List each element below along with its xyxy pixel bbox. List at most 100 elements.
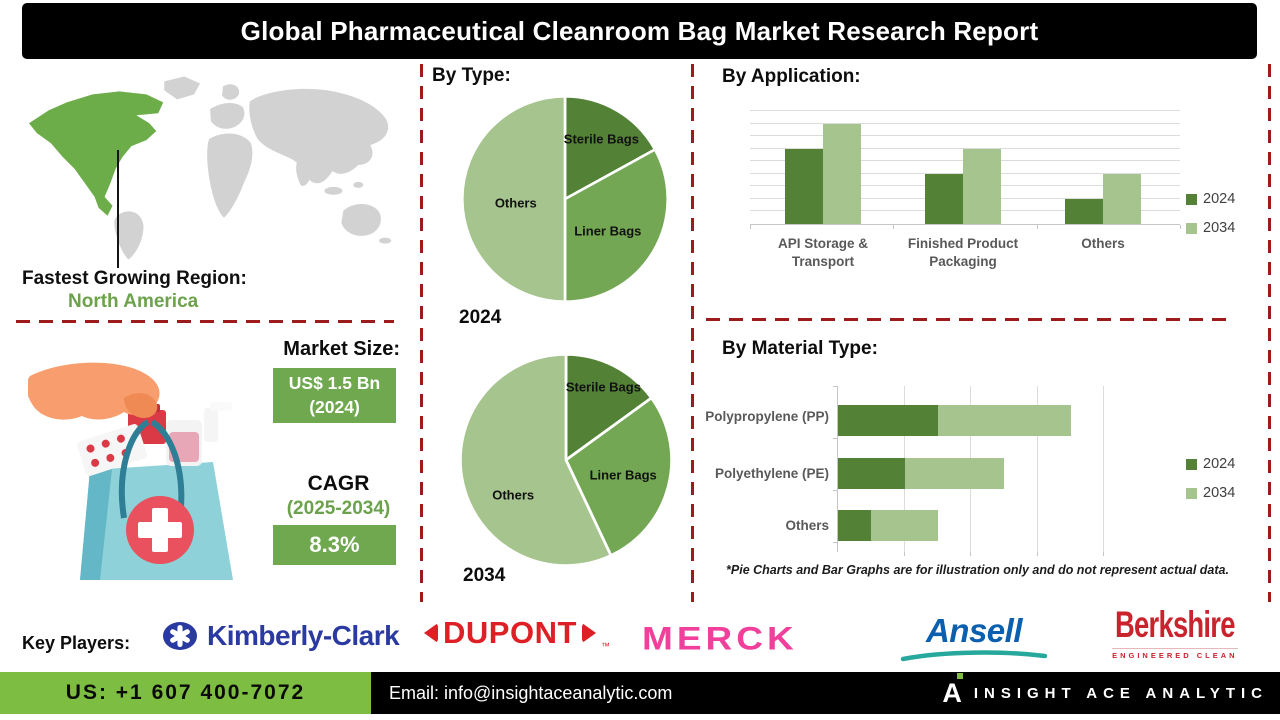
by-application-title: By Application: bbox=[722, 66, 861, 87]
legend-label-2034: 2034 bbox=[1203, 485, 1236, 501]
category-label: Finished Product Packaging bbox=[907, 236, 1019, 270]
legend-item-2024: 2024 bbox=[1186, 191, 1235, 207]
application-legend: 2024 2034 bbox=[1186, 191, 1235, 236]
insight-ace-brand-name: INSIGHT ACE ANALYTIC bbox=[973, 684, 1268, 702]
logo-merck: MERCK bbox=[642, 618, 798, 660]
report-title-bar: Global Pharmaceutical Cleanroom Bag Mark… bbox=[22, 3, 1257, 59]
pie-label-sterile-bags: Sterile Bags bbox=[563, 131, 639, 147]
legend-swatch-2034 bbox=[1186, 487, 1197, 499]
logo-berkshire: Berkshire ENGINEERED CLEAN bbox=[1094, 604, 1256, 660]
bar-2024 bbox=[1065, 198, 1103, 224]
medical-bag-illustration bbox=[28, 362, 233, 580]
market-size-box: US$ 1.5 Bn (2024) bbox=[273, 368, 396, 423]
legend-swatch-2034 bbox=[1186, 222, 1197, 234]
segment-2024 bbox=[838, 405, 938, 436]
fastest-growing-region-label: Fastest Growing Region: bbox=[22, 268, 247, 289]
axis-tick bbox=[833, 438, 837, 439]
pie-slice-others bbox=[461, 94, 567, 304]
footer-phone-box: US: +1 607 400-7072 bbox=[0, 672, 371, 714]
pie-chart-2024: Sterile Bags Liner Bags Others bbox=[458, 92, 672, 306]
bar-group-1 bbox=[785, 123, 861, 224]
legend-swatch-2024 bbox=[1186, 458, 1197, 470]
region-asia bbox=[249, 88, 389, 184]
ansell-swoosh-icon bbox=[900, 650, 1048, 662]
region-greenland bbox=[164, 76, 201, 100]
market-size-year: (2024) bbox=[309, 396, 360, 417]
pie-slice-sterile-bags bbox=[563, 94, 657, 201]
gridline bbox=[750, 110, 1180, 111]
segment-2034 bbox=[937, 405, 1071, 436]
footer-email-box: Email: info@insightaceanalytic.com A INS… bbox=[371, 672, 1280, 714]
bar-2034 bbox=[963, 148, 1001, 224]
legend-swatch-2024 bbox=[1186, 193, 1197, 205]
logo-ansell: Ansell bbox=[900, 612, 1048, 662]
pie-label-liner-bags: Liner Bags bbox=[574, 223, 642, 239]
category-label: Others bbox=[1081, 236, 1125, 251]
legend-item-2024: 2024 bbox=[1186, 456, 1235, 472]
material-legend: 2024 2034 bbox=[1186, 456, 1235, 501]
berkshire-wordmark: Berkshire bbox=[1115, 604, 1235, 645]
dupont-tm: ™ bbox=[600, 641, 610, 651]
axis-tick bbox=[833, 490, 837, 491]
gridline bbox=[750, 122, 1180, 124]
divider-vertical-middle bbox=[691, 64, 694, 602]
divider-horizontal-left bbox=[16, 320, 394, 323]
bag-side bbox=[80, 469, 112, 580]
pie-label-liner-bags: Liner Bags bbox=[589, 467, 657, 483]
ansell-wordmark: Ansell bbox=[925, 612, 1023, 649]
divider-vertical-right bbox=[1268, 64, 1271, 602]
dupont-left-bracket-icon bbox=[424, 623, 438, 643]
legend-label-2024: 2024 bbox=[1203, 191, 1236, 207]
world-map bbox=[28, 76, 392, 260]
stacked-bar-1 bbox=[838, 405, 1071, 436]
pie-label-sterile-bags: Sterile Bags bbox=[565, 379, 641, 395]
dupont-wordmark: DUPONT bbox=[443, 615, 577, 650]
axis-tick bbox=[970, 552, 971, 556]
axis-tick bbox=[1036, 552, 1038, 556]
key-players-label: Key Players: bbox=[22, 633, 131, 653]
pie-slice-others bbox=[459, 353, 613, 567]
market-size-value: US$ 1.5 Bn bbox=[288, 372, 381, 393]
bar-2034 bbox=[823, 123, 861, 224]
pie-slice-liner-bags bbox=[563, 148, 670, 304]
region-australia bbox=[341, 204, 381, 236]
axis-tick bbox=[1180, 225, 1181, 229]
region-europe bbox=[210, 102, 245, 129]
logo-dupont: DUPONT ™ bbox=[424, 615, 610, 651]
category-label: API Storage & Transport bbox=[777, 236, 869, 270]
segment-2034 bbox=[904, 458, 1005, 489]
gridline bbox=[1103, 386, 1104, 552]
by-material-title: By Material Type: bbox=[722, 338, 878, 359]
pie-slice-liner-bags bbox=[564, 396, 673, 557]
segment-2024 bbox=[838, 510, 872, 541]
pie-year-2034: 2034 bbox=[463, 565, 506, 586]
region-scandinavia bbox=[221, 84, 240, 100]
stacked-bar-3 bbox=[838, 510, 938, 541]
material-chart: Polypropylene (PP) Polyethylene (PE) Oth… bbox=[705, 380, 1267, 565]
region-north-america bbox=[28, 91, 164, 216]
pie-label-others: Others bbox=[494, 195, 537, 211]
axis-tick bbox=[1036, 225, 1038, 229]
footer-phone: US: +1 607 400-7072 bbox=[65, 681, 306, 704]
material-axis bbox=[837, 386, 838, 552]
axis-tick bbox=[1103, 552, 1104, 556]
material-label-pe: Polyethylene (PE) bbox=[714, 466, 829, 481]
legend-label-2024: 2024 bbox=[1203, 456, 1236, 472]
bag-items bbox=[77, 402, 232, 476]
chart-disclaimer: *Pie Charts and Bar Graphs are for illus… bbox=[726, 563, 1229, 577]
insight-ace-brand: A INSIGHT ACE ANALYTIC bbox=[942, 672, 1268, 707]
gridline bbox=[750, 135, 1180, 137]
pie-svg bbox=[459, 353, 673, 567]
market-size-label: Market Size: bbox=[283, 338, 400, 360]
region-india bbox=[296, 158, 313, 186]
region-new-zealand bbox=[379, 237, 392, 244]
bar-group-3 bbox=[1065, 173, 1141, 224]
cagr-value: 8.3% bbox=[309, 532, 360, 557]
axis-tick bbox=[750, 225, 751, 229]
map-pointer-line bbox=[117, 150, 119, 268]
legend-label-2034: 2034 bbox=[1203, 220, 1236, 236]
material-label-others: Others bbox=[785, 518, 829, 533]
cagr-value-box: 8.3% bbox=[273, 525, 396, 565]
bag-handle-right bbox=[150, 419, 185, 519]
